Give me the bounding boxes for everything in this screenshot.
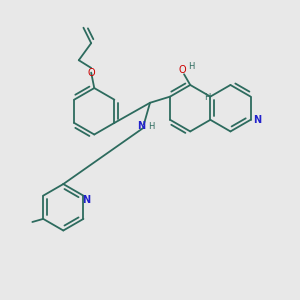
Text: N: N [82,195,91,205]
Text: O: O [179,64,186,75]
Text: H: H [148,122,155,130]
Text: N: N [253,115,262,125]
Text: H: H [204,93,211,102]
Text: H: H [189,62,195,71]
Text: O: O [87,68,95,78]
Text: N: N [137,121,145,131]
